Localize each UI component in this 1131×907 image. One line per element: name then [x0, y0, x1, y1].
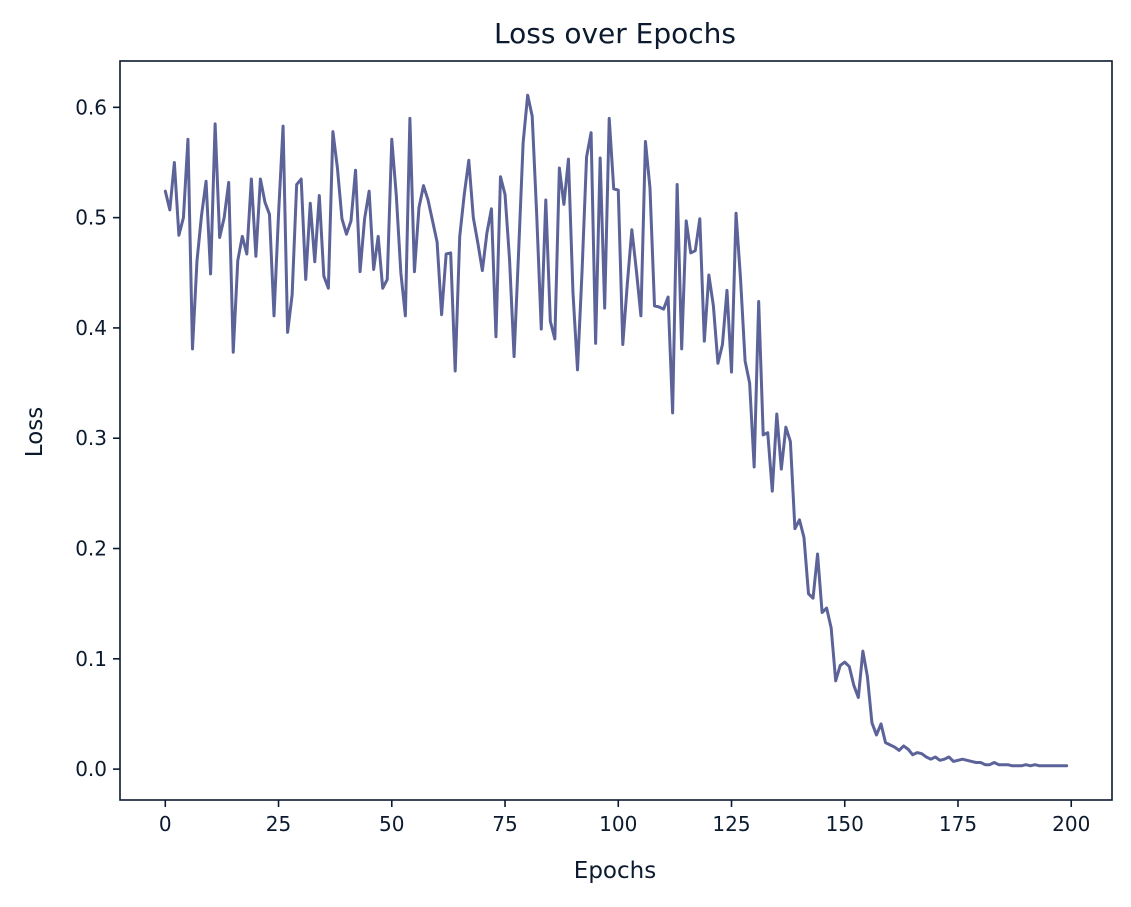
x-tick-label: 125: [712, 812, 750, 836]
x-tick-label: 150: [826, 812, 864, 836]
plot-frame: [119, 60, 1113, 801]
y-tick-label: 0.5: [75, 206, 107, 230]
y-tick-label: 0.0: [75, 757, 107, 781]
y-tick-label: 0.6: [75, 95, 107, 119]
x-tick-label: 100: [599, 812, 637, 836]
series-line-loss: [163, 93, 1069, 768]
y-tick-label: 0.4: [75, 316, 107, 340]
x-tick-label: 200: [1052, 812, 1090, 836]
x-axis: 0 25 50 75 100 125 150 175 200: [159, 800, 1090, 836]
x-axis-label: Epochs: [574, 858, 656, 884]
y-axis-label: Loss: [22, 407, 48, 457]
y-axis: 0.0 0.1 0.2 0.3 0.4 0.5 0.6: [75, 95, 120, 781]
x-tick-label: 50: [379, 812, 404, 836]
plot-area: 0 25 50 75 100 125 150 175 200 0.00.10.20.30.40.…: [75, 60, 1113, 836]
x-tick-label: 25: [266, 812, 291, 836]
x-tick-label: 75: [492, 812, 517, 836]
y-tick-label: 0.3: [75, 426, 107, 450]
x-tick-label: 175: [939, 812, 977, 836]
y-tick-label: 0.1: [75, 647, 107, 671]
x-tick-label: 0: [159, 812, 172, 836]
chart-title: Loss over Epochs: [494, 17, 736, 50]
y-tick-label: 0.2: [75, 537, 107, 561]
